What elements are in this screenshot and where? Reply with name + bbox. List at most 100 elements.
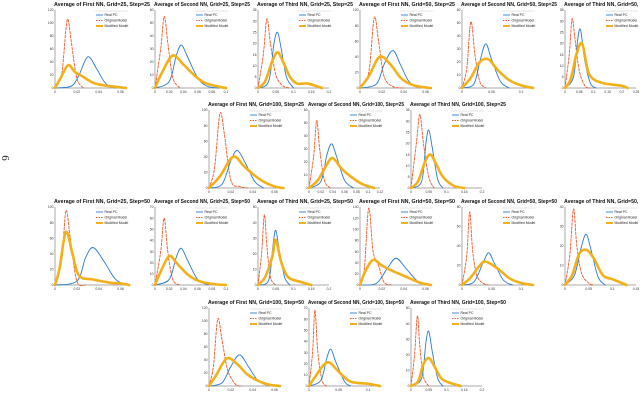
- series-line-real: [54, 247, 127, 286]
- y-tick-label: 40: [50, 252, 54, 256]
- chart-title: Average of Third NN, Grid=50, Step=50: [564, 199, 640, 205]
- chart-title: Average of Third NN, Grid=100, Step=25: [410, 102, 506, 108]
- x-tick-label: 0: [154, 287, 156, 291]
- legend-label-real: Real PC: [410, 13, 424, 17]
- x-tick-label: 0.06: [117, 287, 124, 291]
- y-tick-label: 10: [253, 64, 257, 68]
- legend-label-modified: Modified Model: [410, 24, 434, 28]
- y-tick-label: 120: [48, 8, 54, 12]
- series-line-original: [257, 214, 277, 286]
- x-tick-label: 0: [257, 90, 259, 94]
- x-tick-label: 0.12: [377, 190, 384, 194]
- series-line-original: [308, 119, 331, 189]
- chart-svg: Average of Third NN, Grid=25, Step=50 0 10…: [253, 199, 353, 291]
- legend-label-real: Real PC: [205, 13, 219, 17]
- y-tick-label: 0: [52, 283, 54, 287]
- y-tick-label: 40: [150, 34, 154, 38]
- legend-label-modified: Modified Model: [359, 124, 383, 128]
- x-tick-label: 0.02: [228, 190, 235, 194]
- x-tick-label: 0: [54, 90, 56, 94]
- y-tick-label: 0: [152, 86, 154, 90]
- legend-label-original: Original Model: [308, 19, 331, 23]
- chart-panel: Average of Second NN, Grid=25, Step=25 0 1…: [146, 0, 252, 100]
- x-tick-label: 0.1: [519, 287, 524, 291]
- x-tick-label: 0.04: [400, 287, 407, 291]
- legend-label-original: Original Model: [512, 216, 535, 220]
- x-tick-label: 0.1: [224, 90, 229, 94]
- series-line-modified: [307, 156, 376, 190]
- y-tick-label: 0: [255, 283, 257, 287]
- chart-svg: Average of Third NN, Grid=50, Step=50 0 10…: [560, 199, 640, 291]
- y-tick-label: 20: [304, 362, 308, 366]
- chart-panel: Average of Second NN, Grid=50, Step=50 0 2…: [453, 197, 559, 297]
- y-tick-label: 30: [150, 250, 154, 254]
- chart-title: Average of Second NN, Grid=50, Step=25: [461, 2, 557, 8]
- y-tick-label: 25: [560, 30, 564, 34]
- x-tick-label: 0.02: [318, 190, 325, 194]
- y-tick-label: 15: [253, 53, 257, 57]
- y-tick-label: 50: [304, 121, 308, 125]
- y-tick-label: 40: [304, 134, 308, 138]
- legend-label-real: Real PC: [359, 113, 373, 117]
- chart-svg: Average of First NN, Grid=100, Step=25 0 2…: [202, 102, 304, 194]
- y-tick-label: 50: [253, 205, 257, 209]
- series-line-real: [461, 252, 513, 286]
- x-tick-label: 0.1: [444, 388, 449, 392]
- legend-label-original: Original Model: [205, 19, 228, 23]
- chart-svg: Average of First NN, Grid=25, Step=25 0 20…: [48, 2, 150, 94]
- x-tick-label: 0.02: [228, 388, 235, 392]
- x-tick-label: 0.2: [480, 388, 485, 392]
- legend-label-original: Original Model: [259, 119, 282, 123]
- y-tick-label: 40: [253, 221, 257, 225]
- y-tick-label: 0: [152, 283, 154, 287]
- y-tick-label: 10: [560, 64, 564, 68]
- x-tick-label: 0.1: [610, 287, 615, 291]
- legend-label-original: Original Model: [461, 317, 484, 321]
- chart-svg: Average of Second NN, Grid=100, Step=50 0…: [304, 300, 404, 392]
- series-line-modified: [207, 356, 282, 388]
- y-tick-label: 0: [408, 384, 410, 388]
- legend-label-real: Real PC: [259, 311, 273, 315]
- series-line-modified: [153, 54, 228, 90]
- chart-title: Average of Second NN, Grid=100, Step=25: [308, 102, 404, 108]
- x-tick-label: 0: [461, 90, 463, 94]
- x-tick-label: 0.2: [480, 190, 485, 194]
- y-tick-label: 20: [204, 371, 208, 375]
- y-tick-label: 35: [253, 8, 257, 12]
- chart-svg: Average of Third NN, Grid=100, Step=25 0 5…: [406, 102, 506, 194]
- x-tick-label: 0.05: [272, 90, 279, 94]
- series-line-modified: [207, 155, 285, 190]
- y-tick-label: 30: [560, 225, 564, 229]
- x-tick-label: 0.08: [353, 190, 360, 194]
- series-line-real: [257, 229, 291, 286]
- y-tick-label: 40: [457, 244, 461, 248]
- legend-label-real: Real PC: [205, 210, 219, 214]
- chart-svg: Average of First NN, Grid=50, Step=25 0 20…: [353, 2, 455, 94]
- legend-label-original: Original Model: [205, 216, 228, 220]
- series-line-real: [410, 129, 444, 189]
- y-tick-label: 60: [150, 216, 154, 220]
- series-line-modified: [153, 254, 228, 287]
- y-tick-label: 30: [150, 47, 154, 51]
- series-line-original: [154, 217, 181, 286]
- chart-svg: Average of Second NN, Grid=25, Step=25 0 1…: [150, 2, 250, 94]
- y-tick-label: 0: [459, 86, 461, 90]
- legend-label-modified: Modified Model: [410, 221, 434, 225]
- y-tick-label: 80: [50, 34, 54, 38]
- y-tick-label: 20: [50, 73, 54, 77]
- y-tick-label: 40: [457, 34, 461, 38]
- series-line-real: [208, 150, 265, 189]
- x-tick-label: 0.04: [95, 90, 102, 94]
- y-tick-label: 20: [253, 252, 257, 256]
- x-tick-label: 0.15: [308, 287, 315, 291]
- legend-label-modified: Modified Model: [512, 24, 536, 28]
- series-line-original: [410, 114, 435, 189]
- chart-title: Average of First NN, Grid=50, Step=25: [359, 2, 455, 8]
- y-tick-label: 40: [406, 322, 410, 326]
- chart-panel: Average of Third NN, Grid=100, Step=25 0 5…: [402, 100, 508, 200]
- chart-title: Average of First NN, Grid=100, Step=50: [208, 300, 304, 306]
